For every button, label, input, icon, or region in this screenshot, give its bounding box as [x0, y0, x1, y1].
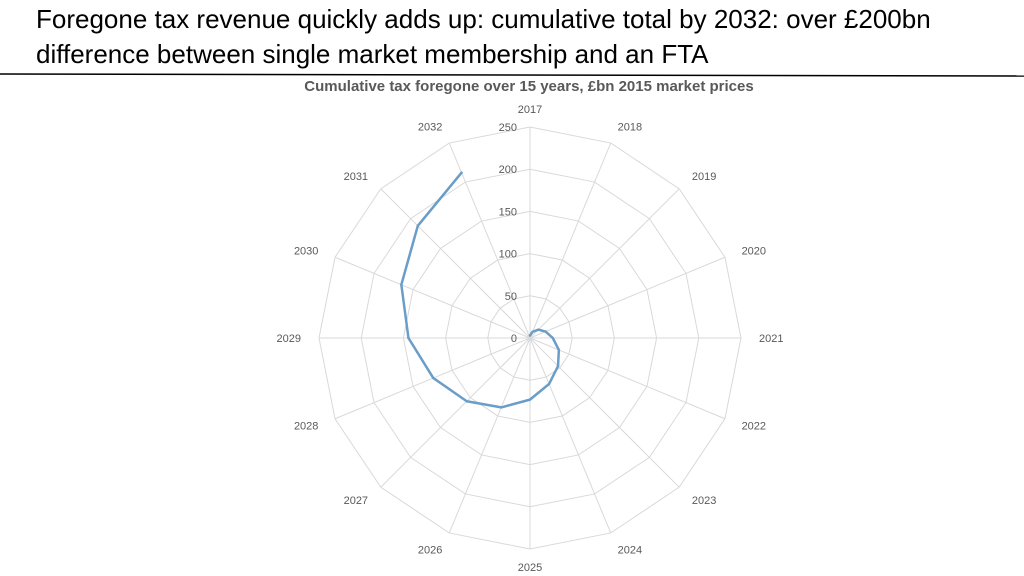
grid-spoke-2018 [529, 142, 612, 339]
category-label-2027: 2027 [344, 495, 368, 507]
data-point-2019 [537, 328, 540, 331]
data-point-2030 [400, 283, 403, 286]
grid-spoke-2024 [529, 337, 612, 534]
radial-tick-label: 50 [505, 291, 517, 303]
radial-tick-label: 0 [511, 333, 517, 345]
category-label-2026: 2026 [418, 545, 442, 557]
grid-spoke-2022 [529, 337, 726, 420]
category-label-2029: 2029 [277, 333, 301, 345]
category-label-2032: 2032 [418, 121, 442, 133]
data-point-2031 [416, 224, 420, 228]
category-label-2025: 2025 [518, 562, 542, 574]
category-label-2023: 2023 [692, 495, 716, 507]
category-label-2031: 2031 [344, 171, 368, 183]
grid-spoke-2031 [380, 188, 531, 339]
data-point-2027 [465, 400, 468, 403]
title-underline [0, 73, 1024, 77]
grid-spoke-2019 [529, 188, 680, 339]
category-label-2028: 2028 [294, 421, 318, 433]
category-label-2017: 2017 [518, 104, 542, 116]
grid-spoke-2026 [448, 337, 531, 534]
data-point-2028 [432, 376, 435, 380]
radial-tick-label: 100 [499, 249, 517, 261]
category-label-2021: 2021 [759, 333, 783, 345]
category-label-2020: 2020 [742, 245, 766, 257]
slide-title: Foregone tax revenue quickly adds up: cu… [36, 4, 931, 69]
data-point-2017 [528, 334, 532, 337]
data-point-2026 [500, 406, 503, 409]
category-label-2030: 2030 [294, 245, 318, 257]
category-label-2022: 2022 [742, 421, 766, 433]
radial-tick-label: 200 [499, 164, 517, 176]
data-point-2024 [547, 382, 551, 386]
series-line [400, 171, 561, 409]
grid-spoke-2027 [380, 337, 531, 488]
data-point-2021 [551, 336, 554, 340]
data-point-2023 [556, 364, 560, 368]
data-point-2018 [531, 330, 534, 333]
category-label-2018: 2018 [618, 121, 642, 133]
grid-spoke-2032 [448, 142, 531, 339]
category-label-2019: 2019 [692, 171, 716, 183]
category-label-2024: 2024 [618, 545, 642, 557]
grid-spoke-2020 [529, 256, 726, 339]
data-point-2020 [544, 330, 547, 333]
data-point-2032 [460, 171, 463, 174]
grid-spoke-2023 [529, 337, 680, 488]
data-point-2025 [528, 398, 532, 401]
radial-tick-label: 250 [499, 122, 517, 134]
grid-spoke-2030 [334, 256, 531, 339]
data-point-2029 [407, 336, 410, 340]
radial-tick-label: 150 [499, 206, 517, 218]
chart-title: Cumulative tax foregone over 15 years, £… [304, 78, 754, 95]
data-point-2022 [557, 348, 561, 352]
